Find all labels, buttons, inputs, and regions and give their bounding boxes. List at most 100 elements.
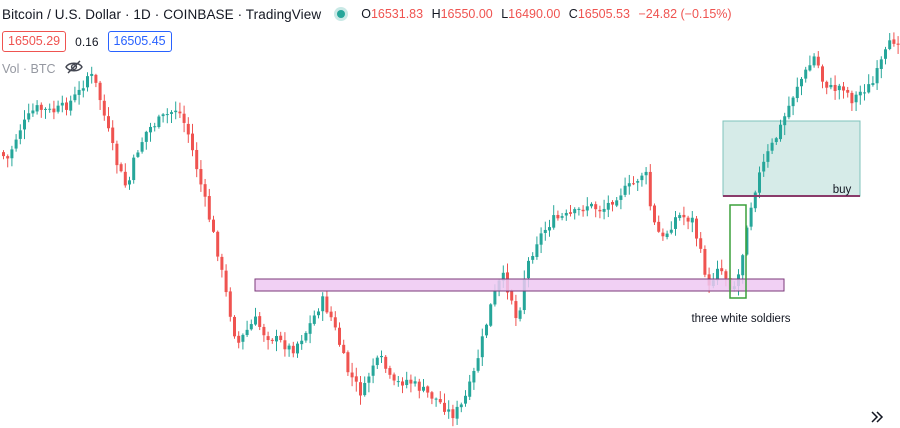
candle-up <box>312 315 316 324</box>
candle-up <box>758 172 761 193</box>
candle-up <box>770 142 774 151</box>
candle-down <box>329 311 333 318</box>
candle-up <box>157 116 161 128</box>
candle-up <box>90 73 94 76</box>
candle-up <box>459 404 463 408</box>
candle-up <box>44 108 47 110</box>
buy-price-button[interactable]: 16505.45 <box>107 31 172 52</box>
candle-up <box>367 376 371 383</box>
change-value: −24.82 (−0.15%) <box>638 7 732 21</box>
candle-down <box>720 268 724 272</box>
symbol-title[interactable]: Bitcoin / U.S. Dollar · 1D · COINBASE · … <box>2 6 322 22</box>
candle-down <box>111 127 115 143</box>
candle-down <box>598 209 602 212</box>
candle-up <box>165 114 169 116</box>
candle-up <box>254 316 257 325</box>
candle-down <box>703 248 707 275</box>
candle-up <box>749 207 753 227</box>
candle-down <box>401 381 404 386</box>
candle-up <box>77 89 81 95</box>
candle-down <box>384 356 388 369</box>
chart-header: Bitcoin / U.S. Dollar · 1D · COINBASE · … <box>2 4 732 24</box>
candle-down <box>661 232 665 237</box>
candle-down <box>333 317 337 328</box>
candle-up <box>527 260 530 279</box>
candle-up <box>464 395 467 404</box>
candle-up <box>476 358 480 371</box>
candle-up <box>627 183 631 187</box>
candle-down <box>451 409 455 419</box>
candle-up <box>774 138 778 143</box>
candle-down <box>392 374 396 381</box>
candle-up <box>564 212 568 216</box>
candle-up <box>573 209 577 214</box>
candle-down <box>195 149 199 170</box>
candle-up <box>422 386 425 391</box>
candle-up <box>396 381 400 383</box>
candle-up <box>56 105 60 112</box>
candle-up <box>640 175 644 181</box>
candle-down <box>98 82 102 101</box>
candle-up <box>535 244 539 257</box>
candle-up <box>321 296 325 312</box>
pattern-box[interactable] <box>729 204 747 299</box>
candle-down <box>123 171 127 186</box>
candle-up <box>665 233 669 238</box>
candle-down <box>266 336 270 341</box>
candle-up <box>741 255 745 276</box>
candle-up <box>317 311 320 316</box>
candle-down <box>346 352 350 373</box>
candle-down <box>657 221 661 232</box>
candle-up <box>434 398 438 400</box>
candle-up <box>35 105 39 112</box>
support-zone[interactable] <box>254 278 785 292</box>
candle-up <box>837 85 841 91</box>
open-label: O <box>361 7 371 21</box>
candle-down <box>842 86 845 91</box>
candle-up <box>854 94 858 103</box>
candle-up <box>590 203 593 207</box>
candle-down <box>648 171 652 207</box>
candle-down <box>556 214 560 219</box>
candle-up <box>884 49 887 59</box>
candle-down <box>438 399 442 403</box>
candle-down <box>409 379 413 384</box>
close-label: C <box>568 7 578 21</box>
candle-up <box>552 215 556 228</box>
double-chevron-right-icon[interactable] <box>866 406 888 428</box>
target-zone[interactable] <box>722 120 861 197</box>
candle-up <box>308 323 312 334</box>
candle-down <box>191 133 194 151</box>
candle-up <box>804 69 808 79</box>
candle-up <box>300 340 304 345</box>
candle-down <box>825 81 829 88</box>
candle-down <box>388 368 392 375</box>
candle-down <box>846 89 850 93</box>
candle-up <box>493 290 497 305</box>
candle-up <box>800 78 803 87</box>
candle-up <box>871 83 875 85</box>
candle-down <box>52 108 56 113</box>
candle-down <box>216 231 220 257</box>
sell-price-button[interactable]: 16505.29 <box>2 31 67 52</box>
candle-up <box>153 126 157 128</box>
candle-up <box>60 102 64 106</box>
candle-down <box>65 102 68 110</box>
volume-label[interactable]: Vol · BTC <box>2 61 56 76</box>
candle-down <box>182 113 186 123</box>
candle-up <box>808 65 812 71</box>
eye-slash-icon[interactable] <box>64 60 83 77</box>
candle-down <box>354 376 358 382</box>
price-row: 16505.29 0.16 16505.45 <box>2 31 172 52</box>
candle-up <box>543 229 547 233</box>
candle-down <box>359 382 362 396</box>
candle-up <box>518 310 522 319</box>
candle-down <box>178 111 182 114</box>
candle-up <box>371 365 375 376</box>
candle-up <box>716 268 719 281</box>
open-value: 16531.83 <box>370 7 424 21</box>
candle-up <box>18 130 22 139</box>
candle-up <box>73 94 77 101</box>
candle-down <box>119 164 123 172</box>
